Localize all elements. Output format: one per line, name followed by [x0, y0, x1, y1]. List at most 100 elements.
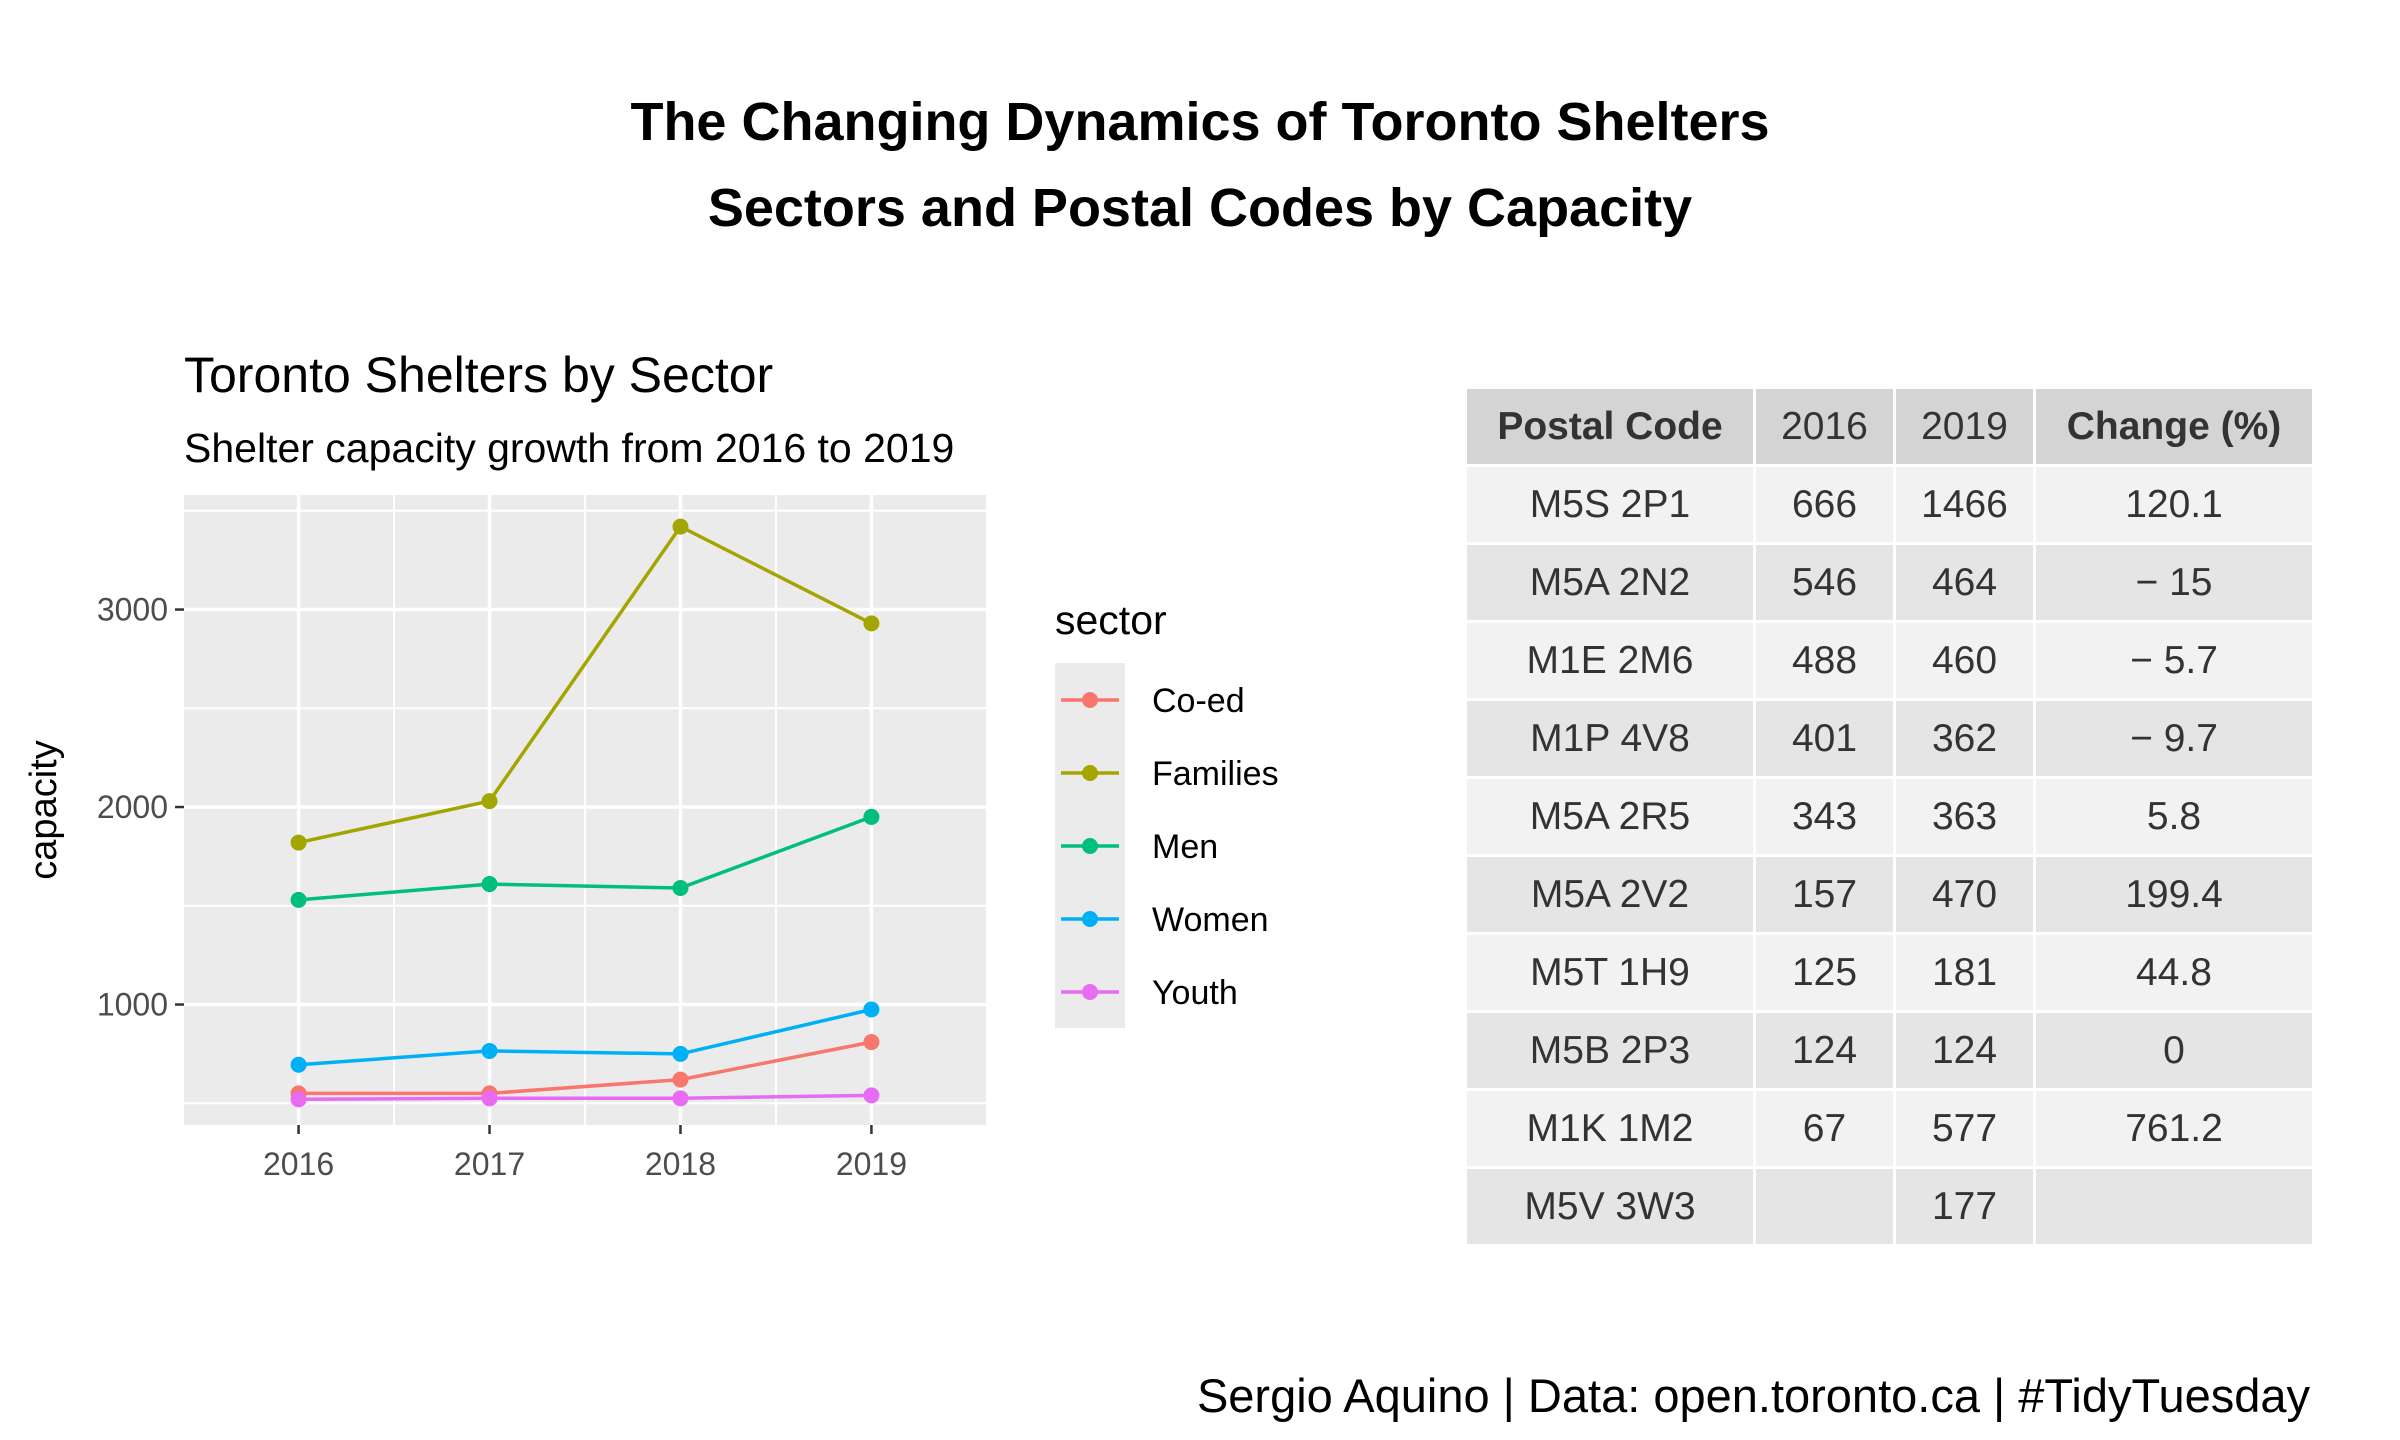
change-cell	[2036, 1169, 2312, 1244]
value-2016-cell: 546	[1756, 545, 1893, 620]
legend-key-point-men	[1082, 838, 1098, 854]
x-axis: 2016 2017 2018 2019	[263, 1125, 907, 1182]
data-point-men	[481, 876, 498, 893]
x-tick-label: 2019	[836, 1146, 907, 1182]
header-change: Change (%)	[2036, 389, 2312, 464]
value-2016-cell: 401	[1756, 701, 1893, 776]
legend: Co-ed Families Men Women Youth	[1061, 682, 1279, 1012]
change-cell: − 5.7	[2036, 623, 2312, 698]
change-cell: 761.2	[2036, 1091, 2312, 1166]
legend-label-men: Men	[1152, 828, 1218, 866]
postal-code-cell: M5A 2R5	[1467, 779, 1753, 854]
table-row: M5A 2V2 157 470 199.4	[1467, 857, 2312, 932]
legend-key-point-families	[1082, 765, 1098, 781]
change-cell: 0	[2036, 1013, 2312, 1088]
value-2016-cell: 488	[1756, 623, 1893, 698]
change-cell: − 15	[2036, 545, 2312, 620]
postal-code-cell: M5S 2P1	[1467, 467, 1753, 542]
x-tick-label: 2016	[263, 1146, 334, 1182]
value-2019-cell: 177	[1896, 1169, 2033, 1244]
postal-code-cell: M1P 4V8	[1467, 701, 1753, 776]
data-point-youth	[672, 1090, 689, 1107]
legend-label-families: Families	[1152, 755, 1279, 793]
change-cell: − 9.7	[2036, 701, 2312, 776]
postal-code-cell: M5A 2V2	[1467, 857, 1753, 932]
value-2019-cell: 1466	[1896, 467, 2033, 542]
table-row: M5B 2P3 124 124 0	[1467, 1013, 2312, 1088]
sector-line-chart: Toronto Shelters by Sector Shelter capac…	[23, 347, 1279, 1182]
table-row: M1K 1M2 67 577 761.2	[1467, 1091, 2312, 1166]
table-row: M5A 2N2 546 464− 15	[1467, 545, 2312, 620]
data-point-men	[672, 880, 689, 897]
series-lines	[298, 524, 873, 1102]
major-gridlines	[184, 495, 986, 1125]
data-point-women	[672, 1045, 689, 1062]
series-line-men	[298, 815, 873, 902]
postal-code-cell: M1K 1M2	[1467, 1091, 1753, 1166]
y-tick-label: 1000	[97, 987, 168, 1023]
legend-label-youth: Youth	[1152, 974, 1238, 1012]
series-line-families	[298, 524, 873, 845]
table-row: M5V 3W3 177	[1467, 1169, 2312, 1244]
data-point-women	[863, 1001, 880, 1018]
postal-code-cell: M5A 2N2	[1467, 545, 1753, 620]
chart-title: Toronto Shelters by Sector	[184, 347, 773, 403]
data-point-men	[290, 891, 307, 908]
header-2016: 2016	[1756, 389, 1893, 464]
change-cell: 199.4	[2036, 857, 2312, 932]
data-point-men	[863, 808, 880, 825]
postal-code-cell: M5V 3W3	[1467, 1169, 1753, 1244]
data-point-families	[863, 615, 880, 632]
data-point-co-ed	[863, 1034, 880, 1051]
table-header-row: Postal Code 2016 2019 Change (%)	[1467, 389, 2312, 464]
series-points	[290, 518, 880, 1108]
data-point-youth	[863, 1087, 880, 1104]
postal-code-cell: M1E 2M6	[1467, 623, 1753, 698]
change-cell: 5.8	[2036, 779, 2312, 854]
table-row: M5A 2R5 343 363 5.8	[1467, 779, 2312, 854]
postal-code-cell: M5B 2P3	[1467, 1013, 1753, 1088]
value-2016-cell: 67	[1756, 1091, 1893, 1166]
minor-gridlines	[184, 495, 986, 1125]
value-2016-cell: 125	[1756, 935, 1893, 1010]
legend-key-point-youth	[1082, 984, 1098, 1000]
data-point-youth	[481, 1090, 498, 1107]
main-subtitle: Sectors and Postal Codes by Capacity	[707, 178, 1693, 238]
value-2016-cell: 157	[1756, 857, 1893, 932]
table-row: M1P 4V8 401 362− 9.7	[1467, 701, 2312, 776]
data-point-women	[290, 1056, 307, 1073]
value-2019-cell: 460	[1896, 623, 2033, 698]
postal-code-table: Postal Code 2016 2019 Change (%) M5S 2P1…	[1464, 386, 2315, 1247]
change-cell: 120.1	[2036, 467, 2312, 542]
y-axis: 1000 2000 3000	[97, 592, 184, 1023]
value-2016-cell: 343	[1756, 779, 1893, 854]
value-2019-cell: 181	[1896, 935, 2033, 1010]
chart-subtitle: Shelter capacity growth from 2016 to 201…	[184, 425, 954, 471]
y-tick-label: 2000	[97, 789, 168, 825]
data-point-families	[290, 834, 307, 851]
value-2016-cell: 124	[1756, 1013, 1893, 1088]
value-2016-cell: 666	[1756, 467, 1893, 542]
value-2019-cell: 362	[1896, 701, 2033, 776]
data-point-women	[481, 1042, 498, 1059]
value-2019-cell: 464	[1896, 545, 2033, 620]
header-postal-code: Postal Code	[1467, 389, 1753, 464]
legend-key-point-women	[1082, 911, 1098, 927]
x-tick-label: 2017	[454, 1146, 525, 1182]
data-point-youth	[290, 1091, 307, 1108]
series-line-women	[298, 1007, 872, 1067]
legend-label-women: Women	[1152, 901, 1269, 939]
value-2019-cell: 577	[1896, 1091, 2033, 1166]
postal-code-cell: M5T 1H9	[1467, 935, 1753, 1010]
value-2019-cell: 470	[1896, 857, 2033, 932]
data-point-co-ed	[672, 1071, 689, 1088]
x-tick-label: 2018	[645, 1146, 716, 1182]
y-axis-label: capacity	[23, 740, 65, 879]
value-2019-cell: 124	[1896, 1013, 2033, 1088]
legend-key-point-co-ed	[1082, 692, 1098, 708]
legend-label-co-ed: Co-ed	[1152, 682, 1245, 720]
table-row: M5T 1H9 125 181 44.8	[1467, 935, 2312, 1010]
y-tick-label: 3000	[97, 592, 168, 628]
table-row: M5S 2P1 666 1466 120.1	[1467, 467, 2312, 542]
data-point-families	[481, 793, 498, 810]
